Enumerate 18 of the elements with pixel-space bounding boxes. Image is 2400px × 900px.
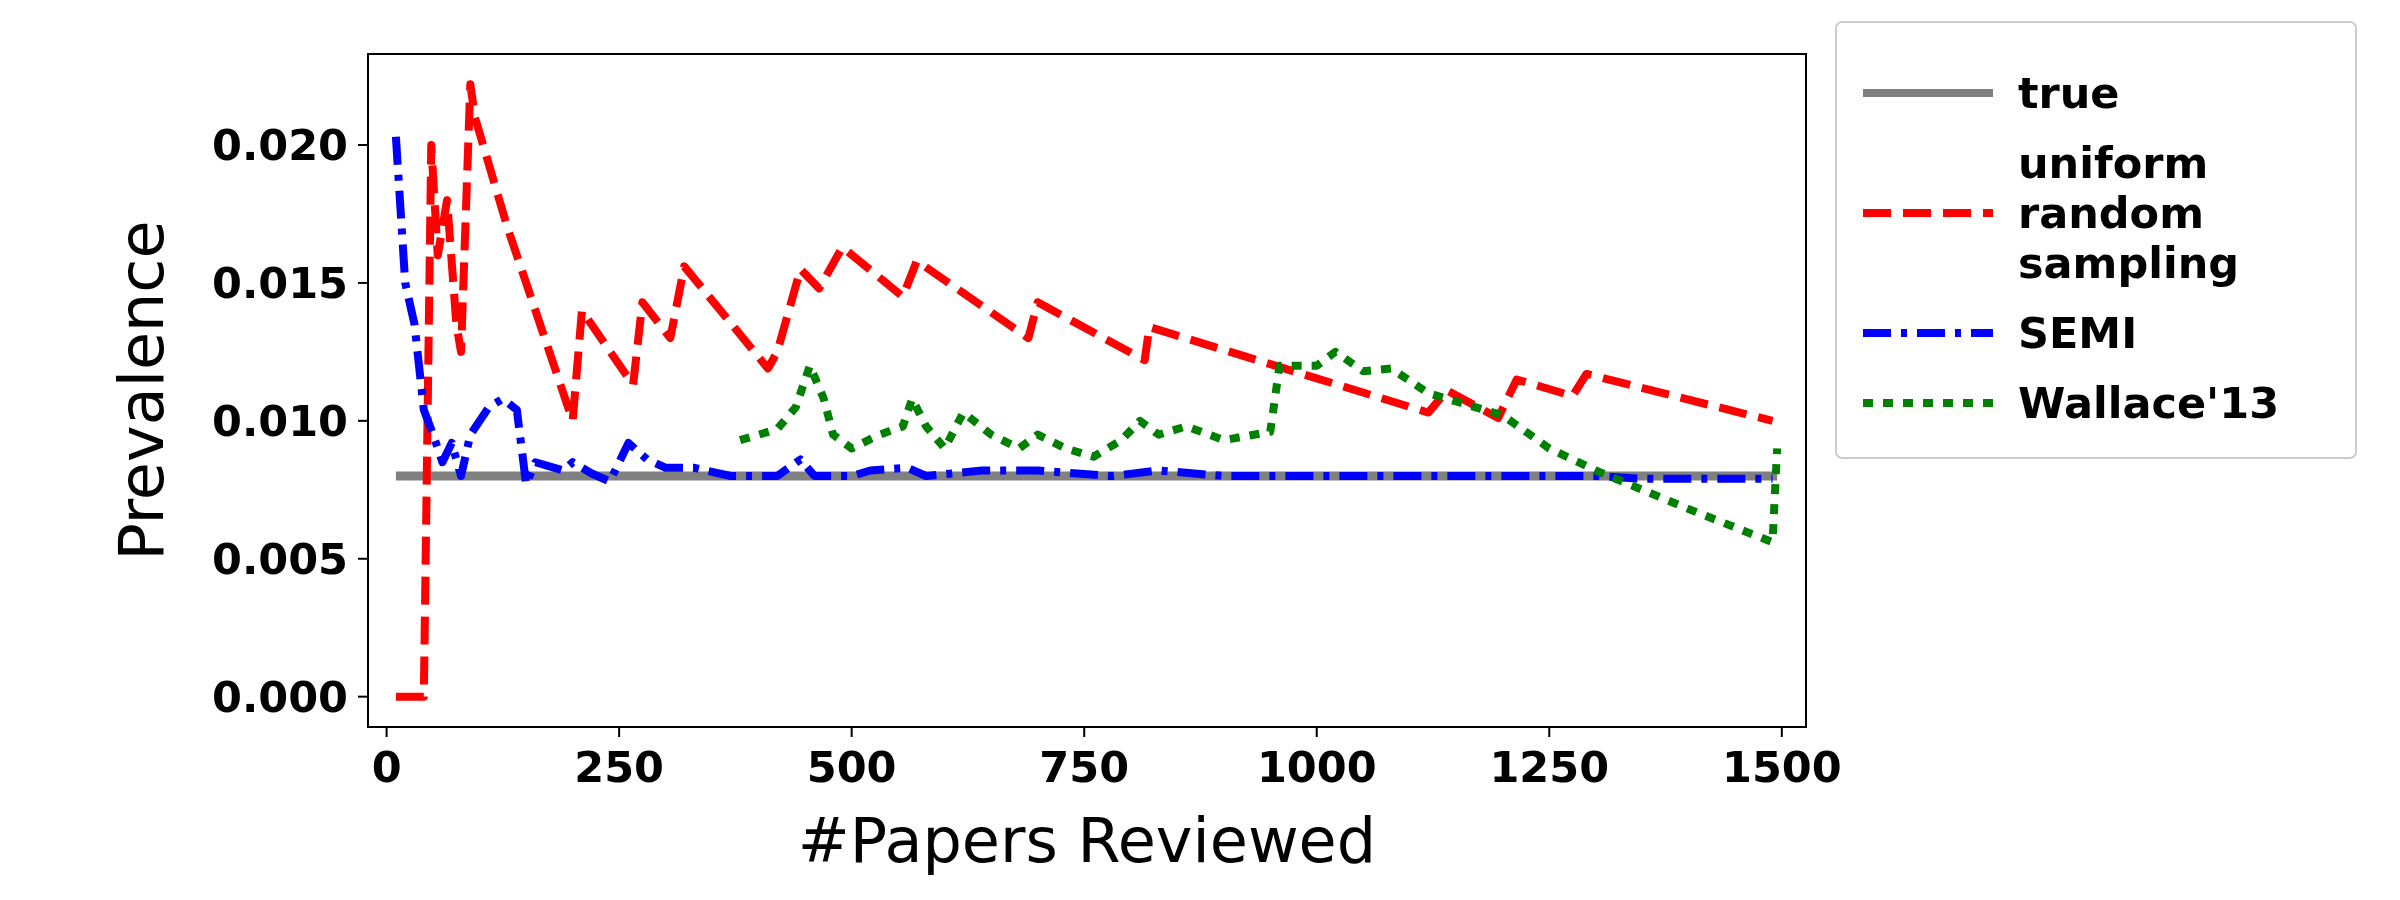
- x-tick-label: 1000: [1256, 742, 1377, 792]
- x-tick-label: 1250: [1489, 742, 1610, 792]
- x-tick-label: 1500: [1721, 742, 1842, 792]
- x-axis-title: #Papers Reviewed: [797, 804, 1377, 877]
- x-tick-label: 0: [371, 742, 402, 792]
- y-tick-label: 0.010: [211, 395, 348, 446]
- y-tick-label: 0.020: [211, 120, 348, 171]
- legend-label: Wallace'13: [2018, 378, 2280, 428]
- x-tick-label: 500: [806, 742, 897, 792]
- x-tick-label: 750: [1039, 742, 1130, 792]
- y-tick-label: 0.005: [211, 533, 348, 584]
- legend-label: uniform random sampling: [2018, 138, 2240, 288]
- legend-label: SEMI: [2018, 308, 2138, 358]
- y-tick-label: 0.000: [211, 671, 348, 722]
- y-tick-label: 0.015: [211, 257, 348, 308]
- legend-label: true: [2018, 68, 2120, 118]
- x-tick-label: 250: [574, 742, 665, 792]
- y-axis-title: Prevalence: [105, 220, 178, 561]
